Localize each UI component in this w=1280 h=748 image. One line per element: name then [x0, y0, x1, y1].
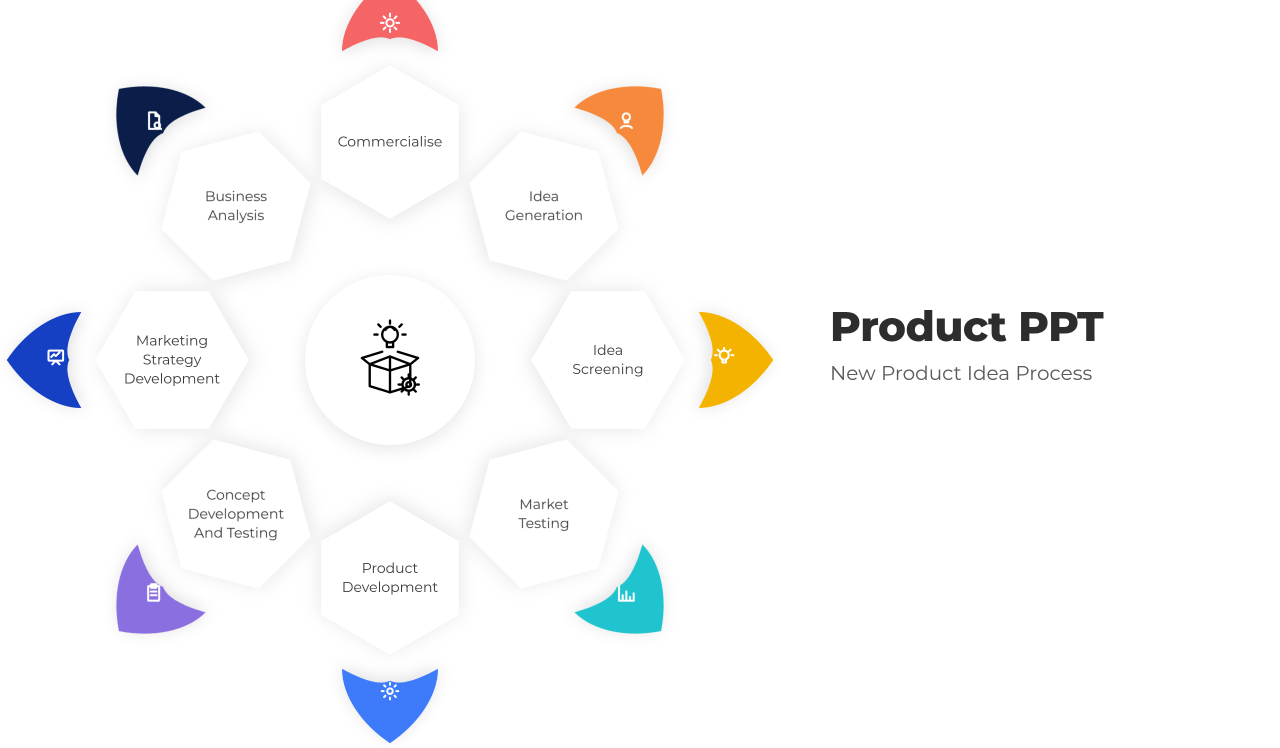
- page-subtitle: New Product Idea Process: [830, 362, 1250, 386]
- petal-label: Commercialise: [325, 133, 455, 152]
- petal-label: MarketTesting: [479, 495, 609, 533]
- cog-icon: [379, 680, 401, 708]
- petal-label: BusinessAnalysis: [171, 187, 301, 225]
- gear-icon: [379, 12, 401, 40]
- page-title: Product PPT: [830, 300, 1250, 352]
- petal-tip: [330, 0, 450, 92]
- petal-tip: [330, 628, 450, 748]
- clipboard-icon: [143, 582, 165, 610]
- center-hub: [305, 275, 475, 445]
- petal-label: IdeaGeneration: [479, 187, 609, 225]
- petal-label: MarketingStrategyDevelopment: [107, 332, 237, 389]
- box-bulb-icon: [351, 319, 429, 402]
- petal-tip: [658, 300, 778, 420]
- board-icon: [45, 346, 67, 374]
- petal-label: ProductDevelopment: [325, 559, 455, 597]
- petal-tip: [2, 300, 122, 420]
- bulb-icon: [713, 346, 735, 374]
- chart-icon: [615, 582, 637, 610]
- petal-label: ConceptDevelopmentAnd Testing: [171, 486, 301, 543]
- doc-icon: [143, 110, 165, 138]
- title-block: Product PPT New Product Idea Process: [830, 300, 1250, 386]
- petal-label: IdeaScreening: [543, 341, 673, 379]
- process-flower-diagram: Commercialise IdeaGeneration IdeaScreeni…: [40, 30, 740, 690]
- bulb-hand-icon: [615, 110, 637, 138]
